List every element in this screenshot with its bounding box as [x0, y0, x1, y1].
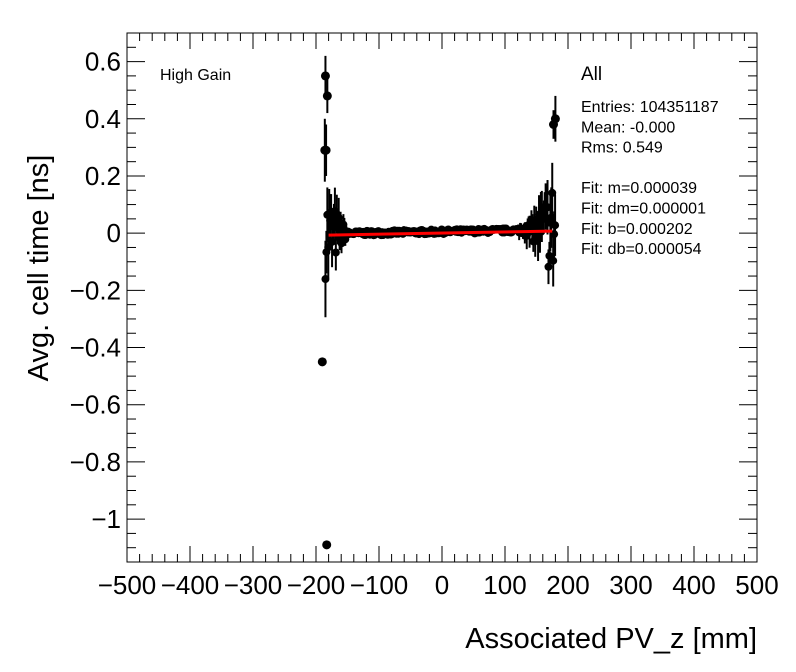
x-axis-title: Associated PV_z [mm]: [465, 623, 757, 655]
stats-line: Fit: b=0.000202: [581, 221, 693, 238]
outlier-point: [549, 120, 559, 130]
data-layer: [317, 55, 560, 550]
fit-line: [328, 229, 553, 237]
x-tick-label: 500: [735, 570, 778, 600]
y-tick-label: 0.6: [85, 47, 121, 77]
axis-ticks: [126, 32, 758, 563]
stats-line: Fit: dm=0.000001: [581, 201, 706, 218]
stats-line: Entries: 104351187: [581, 99, 719, 116]
y-tick-label: 0.2: [85, 161, 121, 191]
x-tick-label: −300: [224, 570, 283, 600]
selection-label: All: [581, 64, 602, 85]
x-tick-label: −100: [350, 570, 409, 600]
y-tick-label: −0.6: [70, 390, 121, 420]
outlier-point: [322, 540, 332, 550]
y-axis-title: Avg. cell time [ns]: [23, 155, 55, 382]
y-tick-label: −0.2: [70, 275, 121, 305]
y-tick-label: 0: [107, 218, 121, 248]
x-tick-label: 0: [435, 570, 449, 600]
outlier-point: [322, 91, 332, 101]
x-tick-label: 400: [672, 570, 715, 600]
data-point: [331, 248, 340, 257]
x-tick-label: 200: [546, 570, 589, 600]
tick-labels: −500 −400 −300 −200 −100 0 100 200 300 400 500 −1 −0…: [70, 47, 779, 600]
gain-label: High Gain: [160, 67, 231, 84]
data-point: [549, 256, 558, 265]
x-tick-label: 300: [609, 570, 652, 600]
x-tick-label: −400: [161, 570, 220, 600]
stats-line: Fit: m=0.000039: [581, 180, 697, 197]
outlier-point: [320, 71, 330, 81]
y-tick-label: −0.4: [70, 333, 121, 363]
y-tick-label: −1: [91, 504, 121, 534]
stats-box: Entries: 104351187 Mean: -0.000 Rms: 0.549…: [581, 99, 719, 258]
outlier-point: [317, 357, 327, 367]
stats-line: Fit: db=0.000054: [581, 241, 702, 258]
x-tick-label: −500: [98, 570, 157, 600]
x-tick-label: 100: [483, 570, 526, 600]
outlier-point: [321, 145, 331, 155]
x-tick-label: −200: [287, 570, 346, 600]
fit-layer: [328, 229, 553, 237]
stats-line: Mean: -0.000: [581, 119, 675, 136]
y-tick-label: 0.4: [85, 104, 121, 134]
data-point: [551, 221, 560, 230]
y-tick-label: −0.8: [70, 447, 121, 477]
stats-line: Rms: 0.549: [581, 140, 663, 157]
